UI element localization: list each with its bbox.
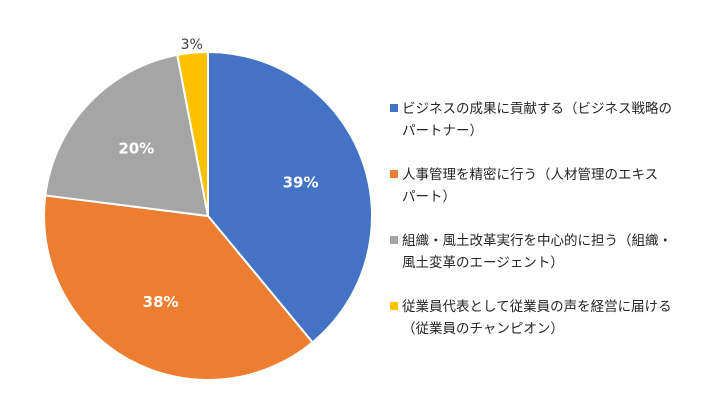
data-label-2: 38% <box>143 293 179 311</box>
legend-label-2-line-2: パート） <box>402 189 456 205</box>
legend-label-4-line-2: （従業員のチャンピオン） <box>402 321 564 337</box>
legend-label-1: ビジネスの成果に貢献する（ビジネス戦略の パートナー） <box>402 98 672 142</box>
legend-label-2: 人事管理を精密に行う（人材管理のエキス パート） <box>402 164 658 208</box>
legend: ビジネスの成果に貢献する（ビジネス戦略の パートナー） 人事管理を精密に行う（人材管… <box>390 98 720 362</box>
pie-slice-4 <box>176 50 209 217</box>
pie-slices <box>43 50 373 381</box>
legend-swatch-2 <box>390 170 398 178</box>
legend-swatch-4 <box>390 302 398 310</box>
legend-label-3: 組織・風土改革実行を中心的に担う（組織・ 風土変革のエージェント） <box>402 230 672 274</box>
legend-swatch-1 <box>390 104 398 112</box>
legend-item-4: 従業員代表として従業員の声を経営に届ける （従業員のチャンピオン） <box>390 296 720 340</box>
legend-label-3-line-1: 組織・風土改革実行を中心的に担う（組織・ <box>402 233 672 249</box>
legend-label-3-line-2: 風土変革のエージェント） <box>402 255 564 271</box>
legend-item-3: 組織・風土改革実行を中心的に担う（組織・ 風土変革のエージェント） <box>390 230 720 274</box>
data-label-1: 39% <box>283 174 319 192</box>
pie-data-labels: 39% 38% 20% 3% <box>118 37 318 311</box>
legend-item-2: 人事管理を精密に行う（人材管理のエキス パート） <box>390 164 720 208</box>
legend-swatch-3 <box>390 236 398 244</box>
legend-label-4: 従業員代表として従業員の声を経営に届ける （従業員のチャンピオン） <box>402 296 672 340</box>
pie-slice-1 <box>207 50 373 344</box>
legend-label-4-line-1: 従業員代表として従業員の声を経営に届ける <box>402 299 672 315</box>
legend-label-1-line-2: パートナー） <box>402 123 483 139</box>
legend-label-2-line-1: 人事管理を精密に行う（人材管理のエキス <box>402 167 659 183</box>
pie-slice-2 <box>43 194 314 381</box>
data-label-4: 3% <box>181 37 203 53</box>
data-label-3: 20% <box>118 140 154 158</box>
legend-label-1-line-1: ビジネスの成果に貢献する（ビジネス戦略の <box>402 101 672 117</box>
pie-slice-3 <box>44 53 210 218</box>
legend-item-1: ビジネスの成果に貢献する（ビジネス戦略の パートナー） <box>390 98 720 142</box>
